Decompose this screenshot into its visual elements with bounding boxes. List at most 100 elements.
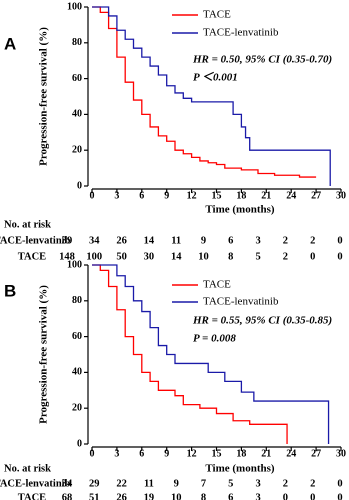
risk-count: 5 xyxy=(255,251,260,262)
x-tick-label: 15 xyxy=(212,448,222,459)
x-tick-label: 0 xyxy=(90,448,95,459)
risk-count: 30 xyxy=(144,251,155,262)
risk-count: 0 xyxy=(337,478,342,489)
risk-count: 34 xyxy=(62,478,73,489)
risk-count: 0 xyxy=(337,251,342,262)
annotation: HR = 0.55, 95% CI (0.35-0.85) xyxy=(192,315,332,327)
risk-count: 11 xyxy=(144,478,154,489)
y-tick-label: 20 xyxy=(72,402,82,413)
y-tick-label: 100 xyxy=(67,1,82,12)
legend-label: TACE xyxy=(203,9,231,21)
x-tick-label: 6 xyxy=(139,448,144,459)
risk-row-label: TACE xyxy=(18,251,46,262)
survival-curve xyxy=(92,264,288,444)
risk-row-label: TACE-lenvatinib xyxy=(0,235,71,246)
survival-curve xyxy=(92,264,330,444)
x-tick-label: 21 xyxy=(261,190,271,201)
risk-count: 26 xyxy=(116,235,127,246)
x-tick-label: 6 xyxy=(139,190,144,201)
risk-count: 2 xyxy=(310,478,315,489)
x-tick-label: 0 xyxy=(90,190,95,201)
x-tick-label: 27 xyxy=(311,190,321,201)
x-tick-label: 9 xyxy=(164,448,169,459)
x-tick-label: 3 xyxy=(114,190,119,201)
risk-count: 6 xyxy=(228,492,233,500)
x-axis-label: Time (months) xyxy=(205,204,274,216)
y-tick-label: 40 xyxy=(72,109,82,120)
y-tick-label: 80 xyxy=(72,295,82,306)
x-tick-label: 24 xyxy=(286,190,296,201)
x-axis-label: Time (months) xyxy=(205,463,274,475)
risk-count: 6 xyxy=(228,235,233,246)
annotation: P = 0.008 xyxy=(193,333,236,345)
risk-count: 8 xyxy=(228,251,233,262)
survival-curve xyxy=(92,6,331,186)
risk-count: 7 xyxy=(201,478,206,489)
risk-count: 3 xyxy=(255,492,260,500)
x-tick-label: 3 xyxy=(114,448,119,459)
risk-count: 9 xyxy=(174,478,179,489)
x-tick-label: 30 xyxy=(336,190,346,201)
y-axis-label: Progression-free survival (%) xyxy=(38,27,50,166)
x-tick-label: 30 xyxy=(336,448,346,459)
y-tick-label: 60 xyxy=(72,331,82,342)
risk-count: 50 xyxy=(116,251,127,262)
annotation: HR = 0.50, 95% CI (0.35-0.70) xyxy=(192,54,332,66)
y-tick-label: 20 xyxy=(72,144,82,155)
risk-count: 5 xyxy=(228,478,233,489)
risk-row-label: TACE xyxy=(18,492,46,500)
y-tick-label: 100 xyxy=(67,259,82,270)
y-tick-label: 0 xyxy=(77,438,82,449)
risk-count: 19 xyxy=(144,492,155,500)
risk-count: 0 xyxy=(310,492,315,500)
panel-label: B xyxy=(4,281,16,300)
legend-label: TACE-lenvatinib xyxy=(203,27,279,39)
risk-count: 14 xyxy=(171,251,182,262)
x-tick-label: 18 xyxy=(236,190,246,201)
y-tick-label: 80 xyxy=(72,37,82,48)
risk-count: 148 xyxy=(59,251,75,262)
x-tick-label: 15 xyxy=(212,190,222,201)
risk-count: 0 xyxy=(337,492,342,500)
risk-table-label: No. at risk xyxy=(4,219,51,230)
risk-count: 0 xyxy=(283,492,288,500)
x-tick-label: 18 xyxy=(236,448,246,459)
risk-count: 8 xyxy=(201,492,206,500)
risk-table-label: No. at risk xyxy=(4,463,51,474)
risk-count: 68 xyxy=(62,492,73,500)
risk-count: 34 xyxy=(89,235,100,246)
risk-row-label: TACE-lenvatinib xyxy=(0,478,71,489)
risk-count: 29 xyxy=(89,478,100,489)
risk-count: 2 xyxy=(310,235,315,246)
risk-count: 10 xyxy=(198,251,209,262)
legend-label: TACE-lenvatinib xyxy=(203,296,279,308)
risk-count: 2 xyxy=(283,251,288,262)
risk-count: 11 xyxy=(171,235,181,246)
survival-curve xyxy=(92,6,317,178)
risk-count: 10 xyxy=(171,492,182,500)
y-tick-label: 60 xyxy=(72,73,82,84)
panel-label: A xyxy=(4,34,16,53)
y-axis-label: Progression-free survival (%) xyxy=(38,285,50,424)
legend-label: TACE xyxy=(203,279,231,291)
risk-count: 14 xyxy=(144,235,155,246)
x-tick-label: 27 xyxy=(311,448,321,459)
risk-count: 0 xyxy=(337,235,342,246)
risk-count: 26 xyxy=(116,492,127,500)
x-tick-label: 12 xyxy=(187,448,197,459)
risk-count: 22 xyxy=(116,478,127,489)
risk-count: 0 xyxy=(310,251,315,262)
annotation: P ＜0.001 xyxy=(193,72,238,84)
y-tick-label: 40 xyxy=(72,367,82,378)
x-tick-label: 21 xyxy=(261,448,271,459)
risk-count: 39 xyxy=(62,235,73,246)
risk-count: 9 xyxy=(201,235,206,246)
x-tick-label: 9 xyxy=(164,190,169,201)
risk-count: 51 xyxy=(89,492,100,500)
risk-count: 2 xyxy=(283,478,288,489)
x-tick-label: 24 xyxy=(286,448,296,459)
x-tick-label: 12 xyxy=(187,190,197,201)
y-tick-label: 0 xyxy=(77,180,82,191)
